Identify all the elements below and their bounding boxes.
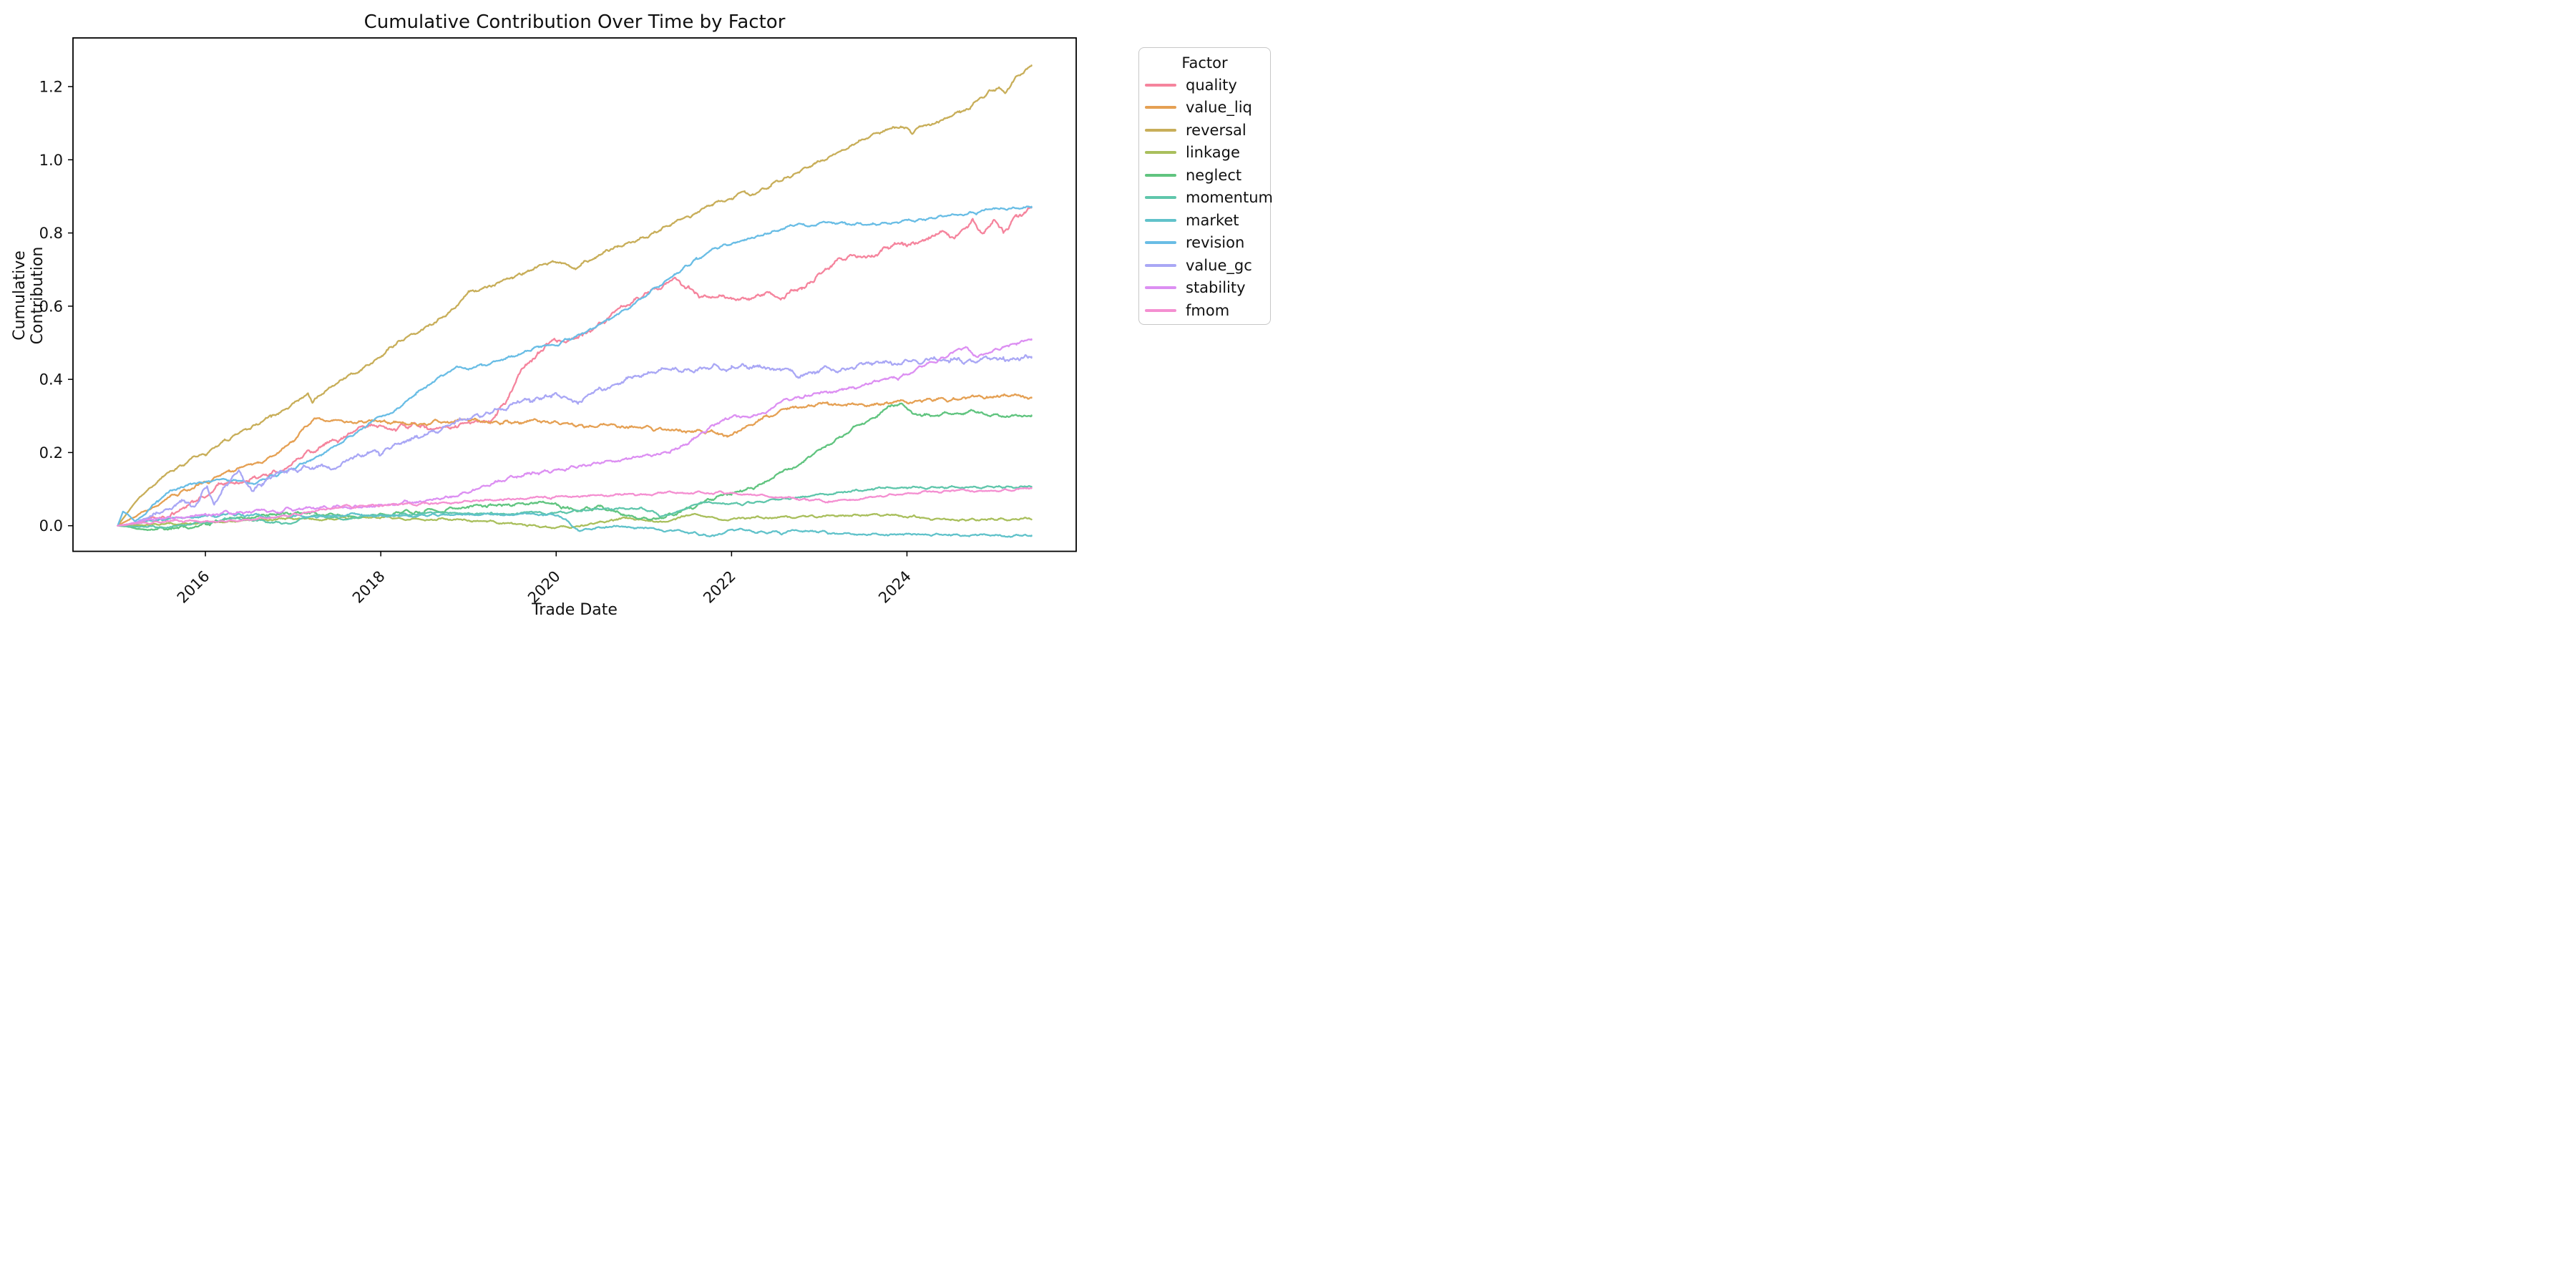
chart-title: Cumulative Contribution Over Time by Fac…: [364, 11, 786, 33]
legend-swatch-quality: [1145, 83, 1176, 87]
legend-label: stability: [1186, 279, 1246, 297]
y-tick-label: 1.0: [39, 152, 63, 169]
plot-spines: [72, 37, 1077, 552]
y-tick-label: 1.2: [39, 79, 63, 96]
legend-swatch-linkage: [1145, 151, 1176, 155]
legend-label: value_gc: [1186, 256, 1252, 274]
legend-item-neglect: neglect: [1139, 164, 1270, 187]
series-momentum: [117, 484, 1033, 530]
legend-item-market: market: [1139, 209, 1270, 232]
legend-label: neglect: [1186, 166, 1242, 184]
legend-swatch-reversal: [1145, 128, 1176, 132]
legend-swatch-stability: [1145, 286, 1176, 290]
y-tick-label: 0.6: [39, 298, 63, 315]
y-axis-label: Cumulative Contribution: [11, 246, 47, 345]
legend-swatch-momentum: [1145, 196, 1176, 200]
series-quality: [117, 205, 1033, 527]
legend-swatch-market: [1145, 218, 1176, 222]
series-linkage: [117, 512, 1033, 530]
y-tick-label: 0.2: [39, 444, 63, 462]
legend-item-value_liq: value_liq: [1139, 97, 1270, 119]
legend-item-reversal: reversal: [1139, 119, 1270, 142]
legend-swatch-revision: [1145, 241, 1176, 245]
legend-items: quality value_liq reversal linkage neglect mo…: [1139, 74, 1273, 322]
legend: Factor quality value_liq reversal linkage ne…: [1138, 47, 1273, 325]
series-stability: [117, 338, 1033, 527]
chart-figure: Cumulative Contribution Over Time by Fac…: [0, 0, 1288, 644]
legend-item-momentum: momentum: [1139, 187, 1273, 210]
legend-label: value_liq: [1186, 99, 1252, 117]
legend-item-linkage: linkage: [1139, 142, 1270, 165]
legend-swatch-neglect: [1145, 173, 1176, 177]
legend-item-value_gc: value_gc: [1139, 254, 1270, 277]
series-value_gc: [117, 354, 1033, 527]
y-tick-label: 0.4: [39, 371, 63, 389]
series-fmom: [117, 487, 1033, 527]
legend-item-stability: stability: [1139, 277, 1270, 300]
legend-swatch-fmom: [1145, 308, 1176, 312]
legend-item-fmom: fmom: [1139, 299, 1270, 322]
legend-swatch-value_liq: [1145, 106, 1176, 109]
series-reversal: [117, 64, 1033, 527]
legend-item-quality: quality: [1139, 74, 1270, 97]
legend-swatch-value_gc: [1145, 263, 1176, 267]
legend-label: revision: [1186, 234, 1245, 252]
legend-label: quality: [1186, 76, 1237, 94]
legend-item-revision: revision: [1139, 232, 1270, 255]
series-market: [117, 512, 1033, 538]
legend-title: Factor: [1181, 54, 1228, 72]
legend-label: linkage: [1186, 144, 1240, 162]
legend-label: momentum: [1186, 189, 1273, 207]
x-axis-label: Trade Date: [532, 601, 618, 619]
y-tick-label: 0.0: [39, 517, 63, 535]
series-value_liq: [117, 393, 1033, 527]
series-revision: [117, 205, 1033, 527]
y-tick-label: 0.8: [39, 225, 63, 242]
legend-label: market: [1186, 211, 1239, 229]
legend-label: reversal: [1186, 121, 1246, 139]
legend-label: fmom: [1186, 301, 1230, 319]
